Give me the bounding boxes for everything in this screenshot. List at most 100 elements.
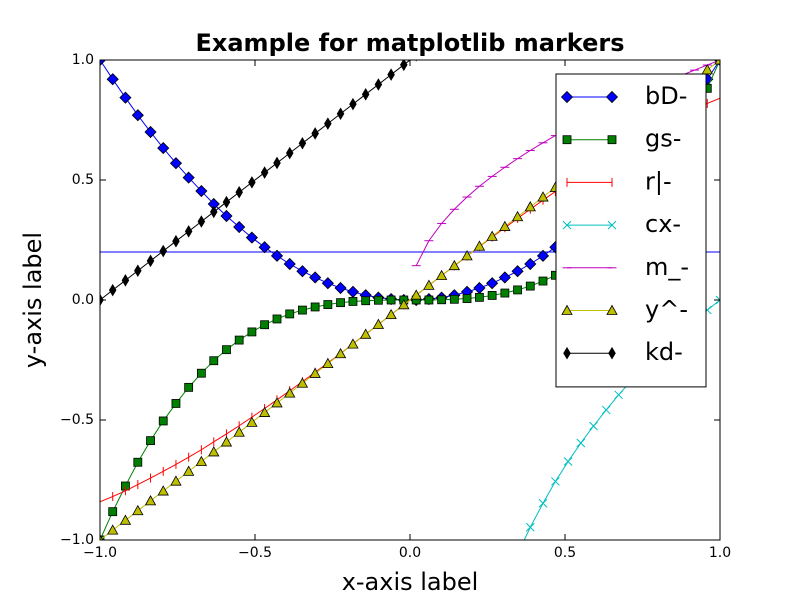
data-point [462, 294, 472, 303]
x-tick-label: −0.5 [238, 545, 272, 561]
data-point [614, 390, 623, 400]
data-point [386, 295, 396, 305]
data-point [196, 368, 206, 378]
data-point [349, 97, 357, 111]
axes: −1.0 −0.5 0.0 0.5 1.0 −1.0 −0.5 0.0 0.5 1.0 [60, 52, 731, 561]
data-point [348, 297, 358, 306]
data-point [195, 184, 208, 198]
data-point [323, 300, 333, 309]
data-point [158, 416, 168, 426]
data-point [182, 465, 195, 476]
data-point [296, 377, 309, 388]
data-point [208, 446, 220, 457]
data-point [387, 68, 395, 81]
data-point [311, 127, 319, 140]
data-point [475, 292, 484, 302]
data-point [424, 295, 434, 305]
data-point [589, 421, 598, 431]
data-point [234, 335, 244, 345]
data-point [448, 259, 461, 271]
data-point [246, 416, 258, 427]
data-point [525, 281, 535, 291]
data-point [499, 220, 511, 231]
data-point [359, 328, 372, 339]
data-point [536, 249, 550, 262]
legend-box [555, 73, 707, 388]
data-point [701, 64, 713, 75]
data-point [235, 185, 243, 199]
data-point [100, 60, 107, 67]
data-point [361, 296, 371, 306]
data-point [184, 382, 194, 392]
data-point [245, 231, 258, 244]
data-point [513, 285, 522, 295]
legend-label: y^- [645, 296, 688, 324]
data-point [714, 60, 720, 65]
legend-marker [562, 220, 572, 230]
data-point [220, 209, 233, 223]
x-tick-label: 1.0 [709, 545, 731, 561]
data-point [310, 302, 320, 312]
data-point [258, 241, 271, 254]
data-point [551, 477, 560, 486]
y-tick-label: −1.0 [60, 532, 94, 548]
data-point [511, 265, 524, 278]
data-point [524, 257, 537, 271]
data-point [334, 281, 347, 295]
data-point [283, 257, 296, 271]
data-point [437, 295, 447, 305]
data-point [538, 498, 548, 508]
data-point [107, 524, 119, 535]
legend: bD-gs-r|- cx-m_- y^- kd- [555, 73, 707, 388]
data-point [121, 274, 130, 287]
data-point [347, 338, 359, 349]
data-point [449, 294, 459, 304]
y-tick-label: 0.0 [72, 292, 94, 308]
data-point [486, 277, 499, 290]
data-point [400, 60, 408, 72]
y-tick-label: 0.5 [72, 172, 94, 188]
data-point [260, 166, 269, 179]
x-axis-label: x-axis label [342, 568, 479, 596]
legend-label: kd- [645, 338, 683, 366]
data-point [182, 171, 195, 184]
data-point [298, 137, 307, 150]
data-point [511, 210, 524, 222]
data-point [119, 514, 132, 525]
data-point [285, 146, 294, 160]
data-point [435, 269, 448, 280]
x-tick-label: −1.0 [83, 545, 117, 561]
x-tick-label: 0.5 [554, 545, 576, 561]
data-point [144, 125, 157, 139]
data-point [220, 436, 233, 447]
legend-label: gs- [645, 125, 681, 153]
data-point [423, 279, 435, 290]
data-point [157, 485, 169, 496]
data-point [106, 73, 119, 86]
legend-marker [606, 304, 618, 315]
data-point [374, 78, 383, 91]
data-point [119, 91, 132, 104]
data-point [385, 308, 397, 320]
data-point [563, 457, 573, 466]
legend-marker [560, 90, 574, 104]
data-point [210, 205, 218, 219]
data-point [248, 176, 256, 189]
data-point [170, 475, 182, 486]
data-point [159, 244, 168, 258]
data-point [273, 156, 281, 170]
data-point [715, 295, 720, 305]
data-point [309, 271, 322, 284]
legend-label: r|- [645, 167, 672, 195]
data-point [372, 318, 385, 329]
x-tick-label: 0.0 [399, 545, 421, 561]
data-point [157, 142, 170, 155]
data-point [146, 436, 155, 446]
data-point [336, 107, 345, 121]
data-point [336, 298, 345, 308]
data-point [486, 230, 498, 241]
data-point [169, 157, 183, 170]
data-point [473, 240, 486, 251]
legend-marker [607, 135, 617, 145]
